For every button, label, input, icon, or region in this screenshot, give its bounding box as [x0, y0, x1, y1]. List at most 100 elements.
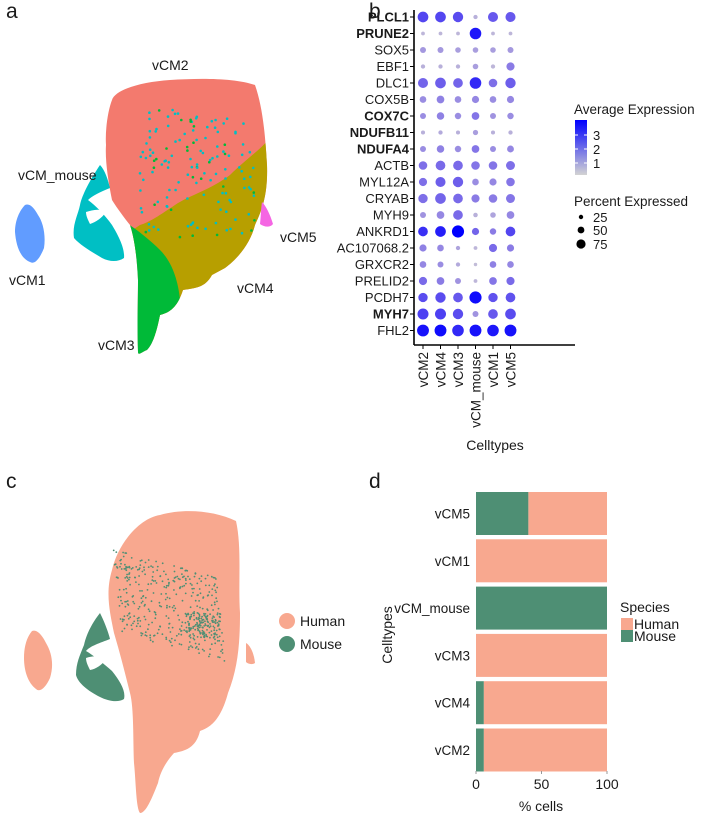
scatter-point	[166, 604, 168, 607]
panel-letter-b: b	[369, 0, 381, 23]
scatter-point	[184, 621, 187, 624]
scatter-point	[214, 172, 218, 176]
scatter-point	[197, 625, 200, 628]
scatter-point	[181, 573, 183, 575]
bar-segment-human	[483, 681, 607, 725]
scatter-point	[213, 584, 216, 587]
dot-mark	[437, 244, 444, 252]
legend-size-dot-50	[577, 226, 585, 234]
scatter-point	[178, 619, 181, 621]
scatter-point	[126, 577, 129, 579]
legend-color-tick-1: 1	[593, 156, 600, 171]
scatter-point	[199, 592, 202, 595]
scatter-point	[161, 562, 164, 565]
scatter-point	[164, 159, 167, 162]
scatter-point	[157, 228, 160, 231]
dot-mark	[506, 95, 515, 104]
celltype-label: vCM_mouse	[469, 352, 484, 428]
scatter-point	[221, 191, 224, 195]
scatter-point	[112, 549, 115, 552]
scatter-point	[140, 632, 143, 634]
scatter-point	[216, 613, 219, 616]
dot-mark	[507, 261, 514, 268]
dot-mark	[419, 244, 427, 252]
dot-mark	[419, 211, 427, 219]
scatter-point	[179, 628, 181, 631]
scatter-point	[167, 161, 171, 164]
dot-mark	[455, 47, 461, 53]
cluster-label-vcm4: vCM4	[237, 280, 274, 296]
scatter-point	[147, 608, 150, 611]
scatter-point	[126, 566, 129, 569]
scatter-point	[217, 624, 220, 627]
gene-label: CRYAB	[365, 191, 409, 206]
scatter-point	[204, 577, 207, 580]
dot-mark	[469, 291, 482, 304]
scatter-point	[193, 587, 195, 590]
scatter-point	[198, 577, 201, 580]
scatter-point	[168, 597, 171, 600]
dot-mark	[418, 226, 428, 237]
scatter-point	[160, 593, 163, 595]
scatter-point	[131, 628, 133, 631]
dot-mark	[452, 324, 464, 337]
scatter-point	[181, 621, 184, 624]
scatter-point	[188, 646, 190, 648]
scatter-point	[199, 149, 202, 153]
scatter-point	[118, 588, 121, 591]
scatter-point	[209, 613, 212, 616]
gene-label: AC107068.2	[337, 241, 409, 256]
scatter-point	[215, 633, 218, 636]
scatter-point	[213, 616, 216, 618]
dot-mark	[508, 31, 513, 36]
scatter-point	[228, 198, 231, 202]
dot-mark	[473, 262, 478, 267]
scatter-point	[148, 129, 152, 133]
scatter-point	[156, 565, 159, 568]
scatter-point	[168, 605, 171, 608]
scatter-point	[214, 633, 216, 636]
scatter-point	[138, 583, 140, 586]
scatter-point	[152, 166, 156, 169]
dot-mark	[418, 276, 428, 286]
scatter-point	[199, 177, 203, 180]
scatter-point	[154, 617, 157, 620]
scatter-point	[249, 187, 252, 191]
gene-label: MYL12A	[359, 175, 409, 190]
scatter-point	[203, 614, 206, 617]
scatter-point	[144, 561, 147, 564]
scatter-point	[252, 194, 256, 197]
cluster-label-vcm1: vCM1	[9, 272, 46, 288]
gene-label: NDUFB11	[350, 125, 409, 140]
dot-mark	[438, 64, 443, 69]
celltype-label: vCM4	[434, 352, 449, 388]
scatter-point	[214, 583, 216, 586]
scatter-point	[173, 609, 175, 612]
scatter-point	[201, 619, 204, 621]
scatter-point	[172, 579, 175, 582]
scatter-point	[149, 634, 152, 637]
scatter-point	[186, 149, 189, 152]
dot-mark	[506, 244, 515, 252]
scatter-point	[223, 143, 227, 146]
scatter-point	[212, 576, 215, 579]
scatter-point	[170, 637, 173, 640]
scatter-point	[193, 638, 196, 641]
scatter-point	[156, 569, 159, 572]
scatter-point	[227, 154, 231, 157]
dot-mark	[418, 177, 428, 187]
scatter-point	[189, 118, 192, 122]
scatter-point	[200, 617, 203, 620]
scatter-point	[133, 615, 136, 617]
scatter-point	[181, 585, 184, 588]
dot-mark	[435, 308, 446, 320]
dot-mark	[455, 130, 461, 135]
gene-label: COX5B	[365, 92, 409, 107]
scatter-point	[211, 617, 214, 619]
scatter-point	[202, 193, 206, 197]
scatter-point	[198, 623, 201, 626]
scatter-point	[222, 640, 225, 642]
scatter-point	[189, 157, 192, 161]
scatter-point	[120, 558, 122, 561]
